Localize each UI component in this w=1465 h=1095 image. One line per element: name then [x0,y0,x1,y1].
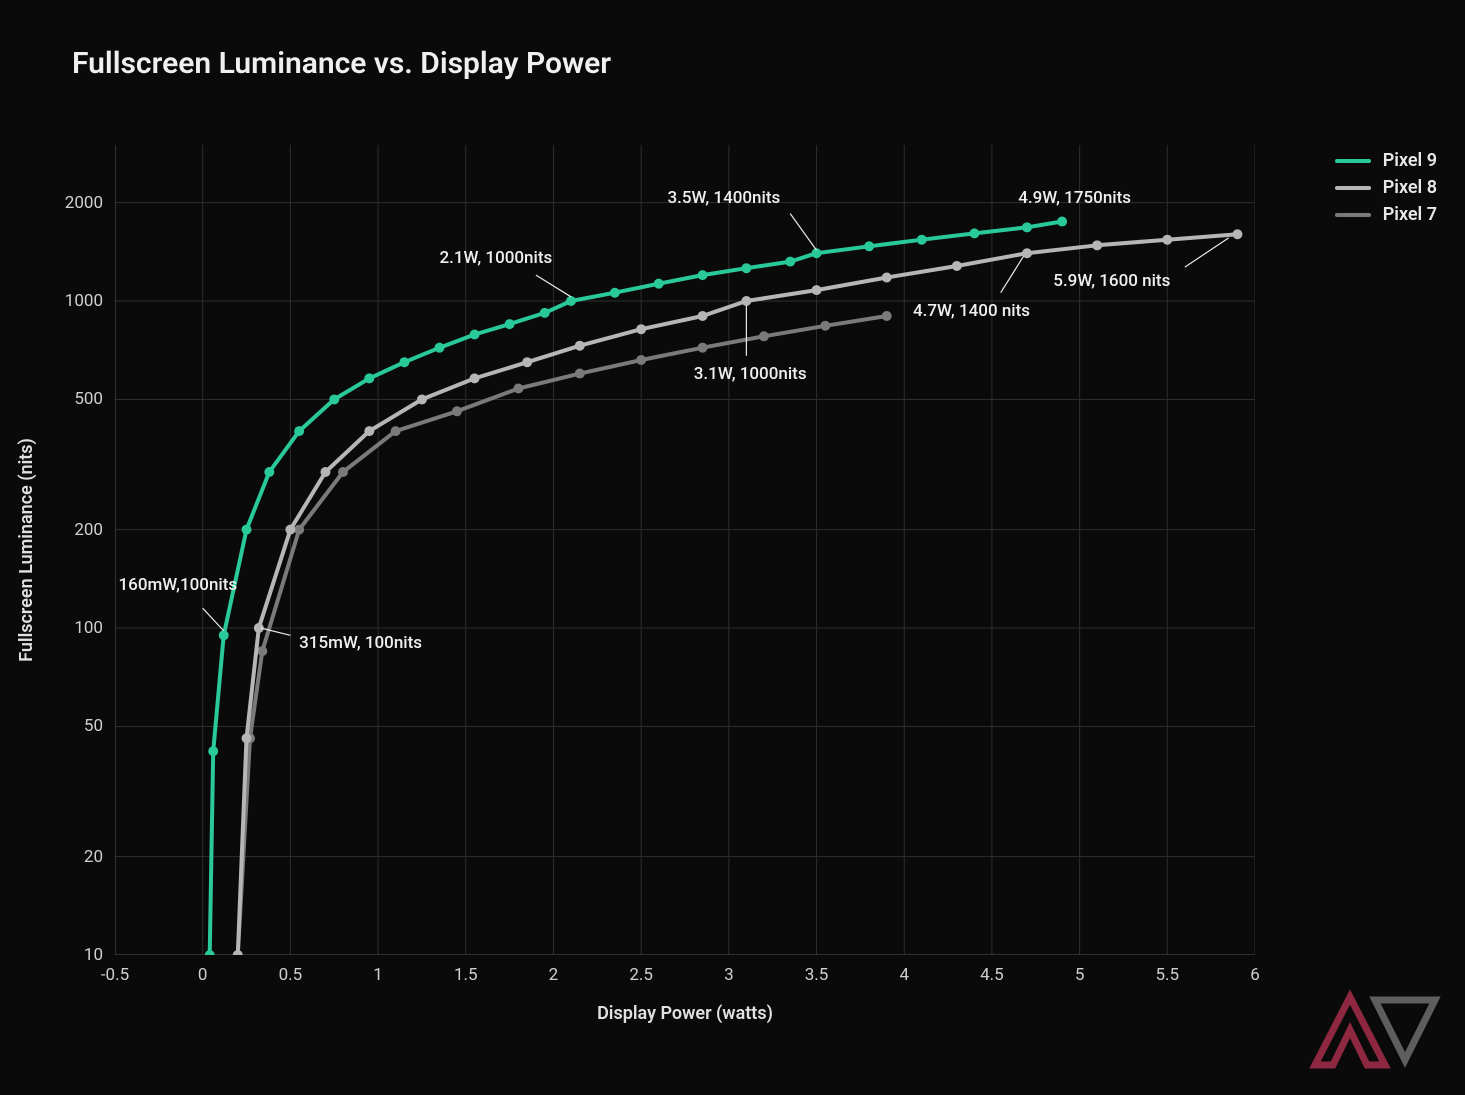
y-tick-label: 20 [84,847,103,867]
x-tick-label: 3 [724,965,734,985]
x-axis-label: Display Power (watts) [597,1003,773,1024]
legend-item-pixel8: Pixel 8 [1335,177,1437,198]
annotation-label: 315mW, 100nits [299,633,422,653]
legend-label: Pixel 8 [1383,177,1437,198]
y-tick-label: 100 [74,618,103,638]
y-tick-label: 1000 [65,291,103,311]
x-tick-label: 5 [1075,965,1085,985]
legend: Pixel 9 Pixel 8 Pixel 7 [1335,150,1437,231]
x-tick-label: 0 [198,965,208,985]
legend-swatch [1335,159,1371,163]
annotation-label: 5.9W, 1600 nits [1053,271,1170,291]
y-tick-label: 10 [84,945,103,965]
annotation-label: 2.1W, 1000nits [439,248,552,268]
x-tick-label: 4 [899,965,909,985]
y-axis-label: Fullscreen Luminance (nits) [16,438,37,662]
y-tick-label: 500 [74,389,103,409]
x-tick-label: 5.5 [1156,965,1180,985]
legend-label: Pixel 7 [1383,204,1437,225]
x-tick-label: 6 [1250,965,1260,985]
annotation-label: 3.5W, 1400nits [667,188,780,208]
legend-item-pixel9: Pixel 9 [1335,150,1437,171]
x-tick-label: 1.5 [454,965,478,985]
chart-title: Fullscreen Luminance vs. Display Power [72,46,611,81]
y-tick-label: 50 [84,716,103,736]
annotation-label: 4.9W, 1750nits [1018,188,1131,208]
plot-area [115,145,1255,955]
legend-swatch [1335,186,1371,190]
legend-label: Pixel 9 [1383,150,1437,171]
legend-swatch [1335,213,1371,217]
x-tick-label: 2.5 [629,965,653,985]
x-tick-label: -0.5 [101,965,129,985]
y-tick-label: 200 [74,520,103,540]
annotation-label: 160mW,100nits [119,575,238,595]
x-tick-label: 1 [373,965,383,985]
x-tick-label: 3.5 [805,965,829,985]
x-tick-label: 4.5 [980,965,1004,985]
annotation-label: 4.7W, 1400 nits [913,301,1030,321]
annotation-label: 3.1W, 1000nits [694,364,807,384]
x-tick-label: 2 [549,965,559,985]
y-tick-label: 2000 [65,193,103,213]
legend-item-pixel7: Pixel 7 [1335,204,1437,225]
watermark-logo [1305,985,1445,1075]
x-tick-label: 0.5 [279,965,303,985]
